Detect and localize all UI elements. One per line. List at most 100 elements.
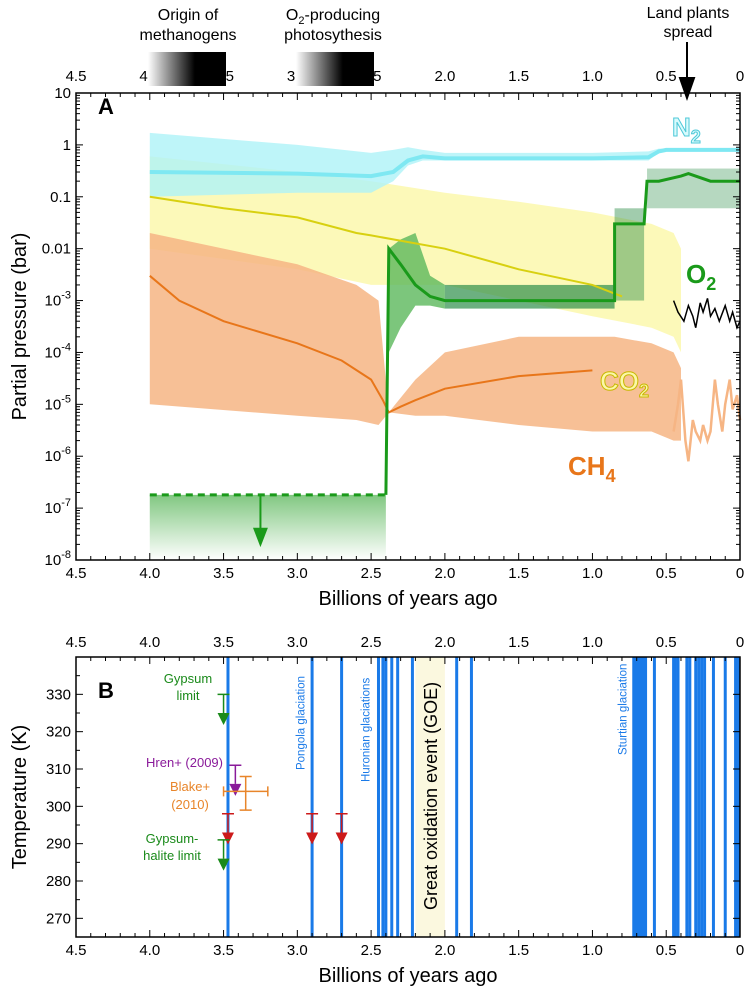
photosynthesis-gradient-bar — [296, 52, 374, 86]
y-tick-label: 0.1 — [50, 189, 71, 206]
o2-line — [384, 172, 740, 495]
down-arrow-icon — [221, 832, 234, 845]
x-tick-label-bottom: 3.0 — [287, 565, 308, 582]
x-tick-label-bottom: 2.5 — [361, 565, 382, 582]
x-tick-label-bottom: 3.0 — [287, 942, 308, 959]
x-tick-label-bottom: 1.0 — [582, 565, 603, 582]
o2-goe-band — [388, 233, 445, 353]
panel-a-label: A — [98, 94, 114, 119]
y-tick-label: 10-6 — [45, 445, 71, 465]
gypsum-halite-label-2: halite limit — [143, 848, 201, 863]
o2-label: O2 — [686, 259, 716, 294]
o2-photosynthesis-label-1: O2-producing — [286, 7, 380, 27]
gypsum-halite-label-1: Gypsum- — [146, 831, 199, 846]
x-tick-label-bottom: 0.5 — [656, 565, 677, 582]
co2-recent-line — [672, 298, 741, 330]
x-tick-label-bottom: 4.5 — [66, 942, 87, 959]
o2-photosynthesis-label-2: photosythesis — [284, 27, 382, 44]
x-tick-label-top: 0 — [736, 68, 744, 85]
upper-limit-bar — [306, 813, 319, 833]
blake-label-2: (2010) — [171, 797, 209, 812]
hren-label: Hren+ (2009) — [146, 755, 223, 770]
y-tick-label: 10-7 — [45, 497, 71, 517]
x-tick-label-bottom: 4.5 — [66, 565, 87, 582]
upper-limit-bar — [221, 813, 234, 833]
x-tick-label-bottom: 0 — [736, 942, 744, 959]
x-tick-label-bottom: 3.5 — [213, 565, 234, 582]
panel-b-label: B — [98, 678, 114, 703]
y-tick-label: 310 — [46, 761, 71, 778]
x-tick-label-top: 3.0 — [287, 634, 308, 651]
x-tick-label-top: 4.0 — [139, 634, 160, 651]
ch4-recent-line — [672, 379, 742, 462]
sturtian-marinoan-block — [633, 657, 646, 937]
x-tick-label-top: 2.0 — [434, 634, 455, 651]
down-arrow-icon — [335, 832, 348, 845]
y-tick-label: 0.01 — [42, 241, 71, 258]
x-tick-label-top: 3.5 — [213, 634, 234, 651]
n2-label: N2 — [672, 112, 701, 147]
x-tick-label-bottom: 2.0 — [434, 942, 455, 959]
glaciation-label-huronian: Huronian glaciations — [361, 678, 373, 782]
down-arrow-icon — [306, 832, 319, 845]
y-tick-label: 10-5 — [45, 393, 71, 413]
land-plants-label-1: Land plants — [647, 5, 730, 22]
blake-label-1: Blake+ — [170, 779, 210, 794]
co2-line — [149, 195, 623, 298]
x-tick-label-bottom: 4.0 — [139, 942, 160, 959]
ch4-label: CH4 — [568, 451, 616, 486]
y-tick-label: 270 — [46, 910, 71, 927]
o2-upper-limit-arrow-icon — [252, 494, 268, 548]
o2-neoproterozoic-band — [614, 208, 645, 301]
x-tick-label-top: 1.5 — [508, 68, 529, 85]
blake-error-bars — [222, 775, 269, 811]
gypsum-limit-label-2: limit — [176, 688, 199, 703]
down-arrow-icon — [217, 858, 230, 871]
x-tick-label-bottom: 2.5 — [361, 942, 382, 959]
x-tick-label-top: 0.5 — [656, 68, 677, 85]
goe-band — [415, 657, 445, 937]
y-tick-label: 1 — [63, 137, 71, 154]
upper-limit-bar — [217, 839, 230, 859]
y-tick-label: 330 — [46, 686, 71, 703]
x-tick-label-bottom: 3.5 — [213, 942, 234, 959]
origin-methanogens-label-1: Origin of — [158, 7, 219, 24]
n2-line — [149, 147, 740, 179]
ch4-uncertainty-band — [149, 233, 682, 441]
upper-limit-bar — [335, 813, 348, 833]
glaciation-label-pongola: Pongola glaciation — [296, 676, 308, 770]
y-tick-label: 10 — [54, 85, 71, 102]
x-tick-label-bottom: 2.0 — [434, 565, 455, 582]
o2-proterozoic-band — [444, 284, 615, 309]
upper-limit-bar — [217, 693, 230, 713]
x-tick-label-top: 2.0 — [434, 68, 455, 85]
land-plants-label-2: spread — [664, 24, 713, 41]
x-tick-label-bottom: 1.5 — [508, 565, 529, 582]
y-tick-label: 300 — [46, 798, 71, 815]
upper-limit-bar — [229, 764, 242, 784]
x-axis-title-a: Billions of years ago — [319, 588, 498, 610]
co2-label: CO2 — [600, 366, 649, 401]
x-tick-label-top: 4.5 — [66, 634, 87, 651]
down-arrow-icon — [217, 713, 230, 725]
panel-a-frame — [75, 92, 741, 561]
x-tick-label-bottom: 0 — [736, 565, 744, 582]
x-tick-label-bottom: 4.0 — [139, 565, 160, 582]
y-tick-label: 10-8 — [45, 549, 71, 569]
y-tick-label: 320 — [46, 724, 71, 741]
y-tick-label: 10-4 — [45, 341, 71, 361]
methanogens-gradient-bar — [148, 52, 226, 86]
x-tick-label-top: 4.5 — [66, 68, 87, 85]
x-tick-label-bottom: 1.5 — [508, 942, 529, 959]
x-tick-label-bottom: 1.0 — [582, 942, 603, 959]
panel-b-frame — [75, 656, 741, 938]
x-tick-label-bottom: 0.5 — [656, 942, 677, 959]
down-arrow-icon — [229, 783, 242, 796]
x-tick-label-top: 0.5 — [656, 634, 677, 651]
x-tick-label-top: 1.0 — [582, 68, 603, 85]
land-plants-arrow-icon — [678, 42, 696, 102]
gypsum-limit-label-1: Gypsum — [164, 671, 212, 686]
y-tick-label: 290 — [46, 836, 71, 853]
